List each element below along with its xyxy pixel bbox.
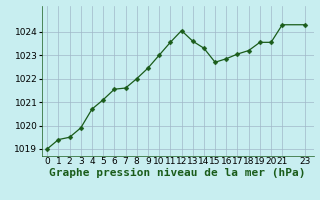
X-axis label: Graphe pression niveau de la mer (hPa): Graphe pression niveau de la mer (hPa) — [49, 168, 306, 178]
